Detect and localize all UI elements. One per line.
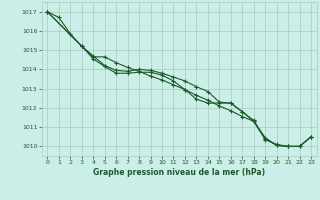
X-axis label: Graphe pression niveau de la mer (hPa): Graphe pression niveau de la mer (hPa): [93, 168, 265, 177]
